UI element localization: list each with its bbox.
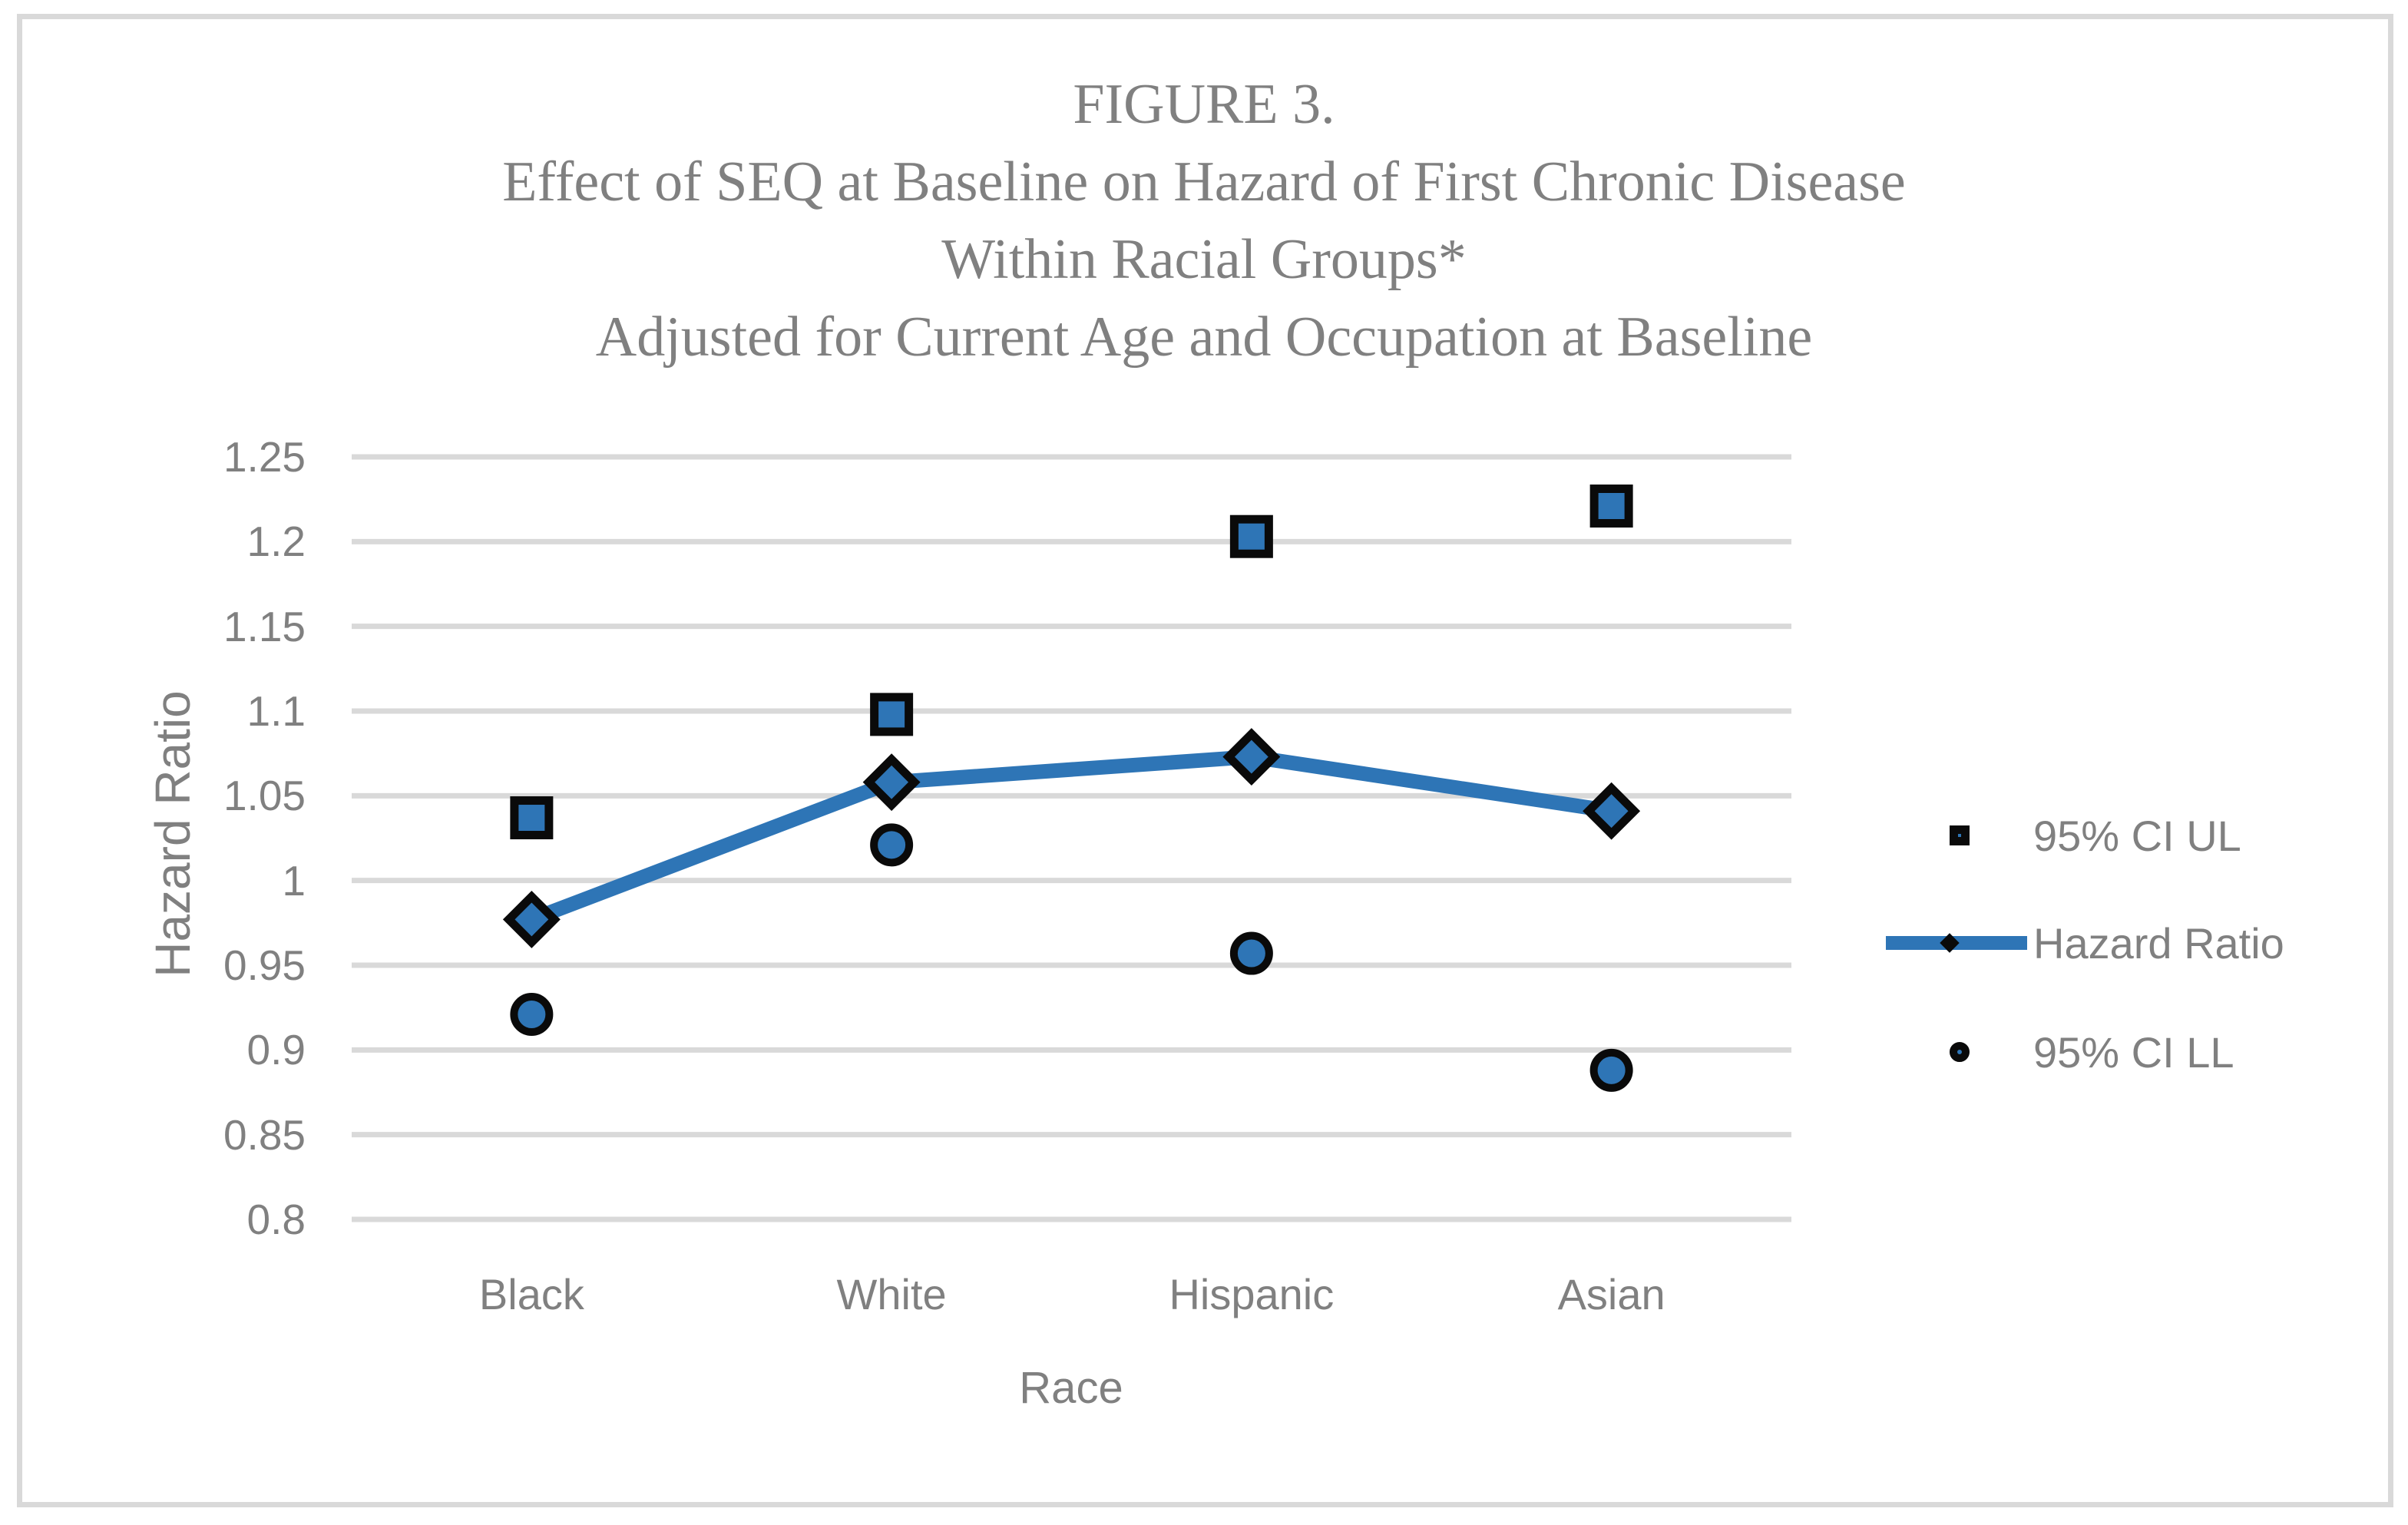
figure-title-line-4: Adjusted for Current Age and Occupation … (595, 306, 1813, 369)
marker-circle-black (510, 992, 554, 1036)
figure-title-line-1: FIGURE 3. (1073, 73, 1335, 136)
legend-label-95-ci-ll: 95% CI LL (2033, 1027, 2234, 1077)
legend-label-hazard-ratio: Hazard Ratio (2033, 918, 2284, 968)
plot-area (352, 454, 1791, 1222)
y-tick-label: 1.05 (223, 772, 306, 820)
y-tick-label: 1.15 (223, 602, 306, 650)
x-tick-label-asian: Asian (1557, 1270, 1665, 1318)
hazard-ratio-line (528, 749, 1613, 927)
y-tick-label: 1 (282, 856, 306, 905)
y-tick-label: 0.9 (246, 1026, 306, 1074)
legend-item-95-ci-ul: 95% CI UL (1886, 805, 2241, 866)
marker-diamond-white (862, 753, 921, 812)
y-tick-label: 1.1 (246, 687, 306, 735)
legend-item-hazard-ratio: Hazard Ratio (1886, 912, 2284, 974)
marker-circle-hispanic (1229, 931, 1273, 975)
y-tick-label: 1.2 (246, 518, 306, 566)
marker-diamond-hispanic (1222, 728, 1281, 786)
marker-circle-asian (1589, 1048, 1633, 1092)
marker-diamond-asian (1583, 782, 1641, 840)
legend-marker-square (1950, 825, 1970, 845)
x-tick-label-hispanic: Hispanic (1169, 1270, 1335, 1318)
legend-item-95-ci-ll: 95% CI LL (1886, 1021, 2234, 1083)
marker-circle-white (870, 823, 914, 867)
figure-title-line-3: Within Racial Groups* (941, 228, 1467, 291)
marker-square-black (510, 796, 554, 840)
y-tick-label: 0.95 (223, 941, 306, 989)
figure-title: FIGURE 3. Effect of SEQ at Baseline on H… (0, 66, 2408, 376)
legend-label-95-ci-ul: 95% CI UL (2033, 811, 2241, 860)
marker-square-hispanic (1229, 514, 1273, 558)
x-tick-label-white: White (836, 1270, 947, 1318)
figure-title-line-2: Effect of SEQ at Baseline on Hazard of F… (502, 151, 1906, 213)
marker-square-white (870, 693, 914, 736)
y-tick-label: 0.8 (246, 1196, 306, 1243)
marker-square-asian (1589, 484, 1633, 528)
x-axis-title: Race (1019, 1363, 1123, 1413)
y-tick-label: 0.85 (223, 1110, 306, 1159)
marker-diamond-black (502, 890, 561, 948)
legend-marker-circle (1950, 1042, 1970, 1062)
x-tick-label-black: Black (478, 1270, 584, 1318)
y-tick-label: 1.25 (223, 433, 306, 481)
